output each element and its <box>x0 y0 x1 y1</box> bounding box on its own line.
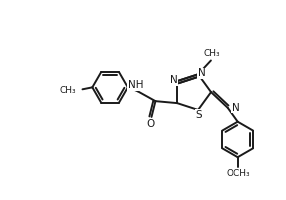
Text: N: N <box>170 75 178 85</box>
Text: N: N <box>232 103 239 113</box>
Text: CH₃: CH₃ <box>60 86 77 95</box>
Text: S: S <box>196 110 202 120</box>
Text: O: O <box>146 119 155 129</box>
Text: OCH₃: OCH₃ <box>227 169 251 178</box>
Text: N: N <box>198 68 205 78</box>
Text: NH: NH <box>128 80 144 90</box>
Text: CH₃: CH₃ <box>204 49 220 58</box>
